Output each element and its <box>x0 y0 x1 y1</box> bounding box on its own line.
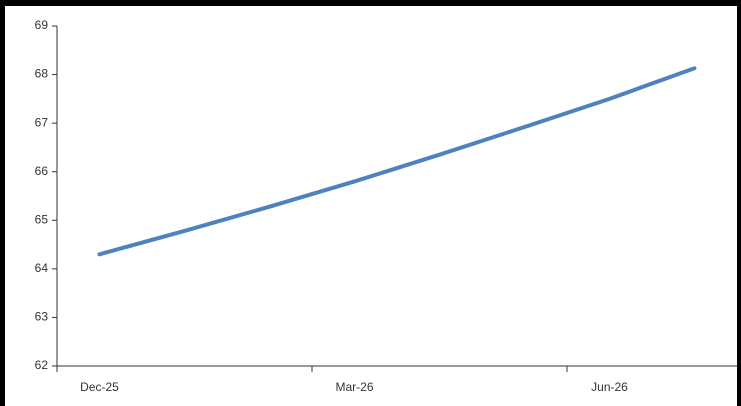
y-tick-label: 62 <box>35 358 49 372</box>
frame-right <box>737 0 741 406</box>
y-tick-label: 69 <box>35 18 49 32</box>
x-tick-label: Dec-25 <box>80 380 119 394</box>
y-tick-label: 63 <box>35 310 49 324</box>
y-tick-label: 65 <box>35 212 49 226</box>
frame-left <box>0 0 5 406</box>
x-tick-label: Mar-26 <box>335 380 373 394</box>
frame-top <box>0 0 741 6</box>
y-tick-label: 64 <box>35 261 49 275</box>
y-tick-label: 68 <box>35 67 49 81</box>
x-tick-label: Jun-26 <box>591 380 628 394</box>
y-tick-label: 66 <box>35 164 49 178</box>
y-tick-label: 67 <box>35 115 49 129</box>
data-line <box>97 66 697 257</box>
